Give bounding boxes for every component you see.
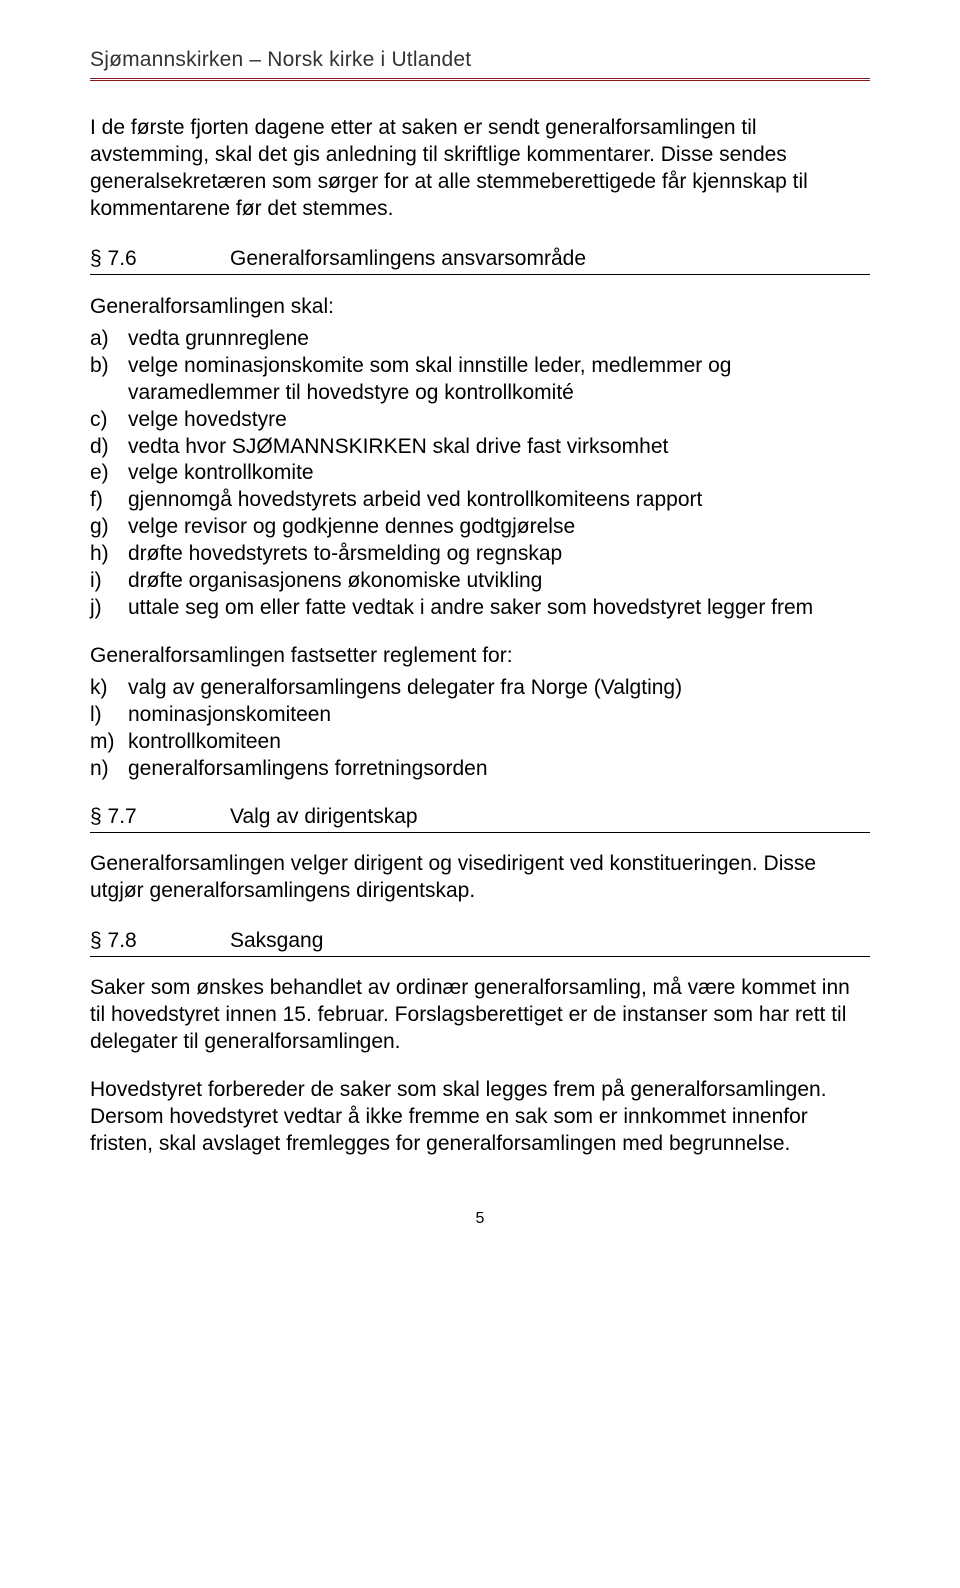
list-marker: k) [90, 675, 128, 702]
section-7-8-paragraph-1: Saker som ønskes behandlet av ordinær ge… [90, 975, 870, 1056]
list-marker: c) [90, 407, 128, 434]
section-7-6-heading: § 7.6 Generalforsamlingens ansvarsområde [90, 245, 870, 275]
list-text: velge nominasjonskomite som skal innstil… [128, 353, 870, 407]
section-7-6-lead-2: Generalforsamlingen fastsetter reglement… [90, 642, 870, 669]
section-7-7-paragraph: Generalforsamlingen velger dirigent og v… [90, 851, 870, 905]
header-title: Sjømannskirken – Norsk kirke i Utlandet [90, 48, 471, 71]
list-item: b)velge nominasjonskomite som skal innst… [90, 353, 870, 407]
list-marker: e) [90, 460, 128, 487]
section-number: § 7.8 [90, 927, 230, 954]
list-item: n)generalforsamlingens forretningsorden [90, 756, 870, 783]
list-text: valg av generalforsamlingens delegater f… [128, 675, 870, 702]
list-marker: f) [90, 487, 128, 514]
list-text: gjennomgå hovedstyrets arbeid ved kontro… [128, 487, 870, 514]
list-marker: j) [90, 595, 128, 622]
list-item: i)drøfte organisasjonens økonomiske utvi… [90, 568, 870, 595]
list-item: k)valg av generalforsamlingens delegater… [90, 675, 870, 702]
list-text: vedta hvor SJØMANNSKIRKEN skal drive fas… [128, 434, 870, 461]
list-item: l)nominasjonskomiteen [90, 702, 870, 729]
list-text: velge hovedstyre [128, 407, 870, 434]
list-item: g)velge revisor og godkjenne dennes godt… [90, 514, 870, 541]
list-item: m)kontrollkomiteen [90, 729, 870, 756]
section-7-6-lead: Generalforsamlingen skal: [90, 293, 870, 320]
list-item: d)vedta hvor SJØMANNSKIRKEN skal drive f… [90, 434, 870, 461]
list-marker: i) [90, 568, 128, 595]
list-marker: l) [90, 702, 128, 729]
page-number: 5 [90, 1210, 870, 1228]
list-marker: m) [90, 729, 128, 756]
section-7-7-heading: § 7.7 Valg av dirigentskap [90, 803, 870, 833]
list-item: j)uttale seg om eller fatte vedtak i and… [90, 595, 870, 622]
list-item: e)velge kontrollkomite [90, 460, 870, 487]
section-7-6-list-a: a)vedta grunnreglene b)velge nominasjons… [90, 326, 870, 622]
section-title: Saksgang [230, 927, 870, 954]
list-item: c)velge hovedstyre [90, 407, 870, 434]
section-7-6-list-b: k)valg av generalforsamlingens delegater… [90, 675, 870, 783]
list-item: a)vedta grunnreglene [90, 326, 870, 353]
list-text: uttale seg om eller fatte vedtak i andre… [128, 595, 870, 622]
intro-paragraph: I de første fjorten dagene etter at sake… [90, 115, 870, 223]
page-header: Sjømannskirken – Norsk kirke i Utlandet [90, 48, 870, 81]
section-number: § 7.7 [90, 803, 230, 830]
list-text: drøfte hovedstyrets to-årsmelding og reg… [128, 541, 870, 568]
section-number: § 7.6 [90, 245, 230, 272]
list-text: velge kontrollkomite [128, 460, 870, 487]
list-marker: g) [90, 514, 128, 541]
list-text: vedta grunnreglene [128, 326, 870, 353]
list-text: generalforsamlingens forretningsorden [128, 756, 870, 783]
section-7-8-heading: § 7.8 Saksgang [90, 927, 870, 957]
list-text: drøfte organisasjonens økonomiske utvikl… [128, 568, 870, 595]
list-marker: d) [90, 434, 128, 461]
list-marker: b) [90, 353, 128, 407]
list-marker: a) [90, 326, 128, 353]
list-item: f)gjennomgå hovedstyrets arbeid ved kont… [90, 487, 870, 514]
list-marker: h) [90, 541, 128, 568]
section-title: Valg av dirigentskap [230, 803, 870, 830]
section-7-8-paragraph-2: Hovedstyret forbereder de saker som skal… [90, 1077, 870, 1158]
list-text: velge revisor og godkjenne dennes godtgj… [128, 514, 870, 541]
list-item: h)drøfte hovedstyrets to-årsmelding og r… [90, 541, 870, 568]
list-marker: n) [90, 756, 128, 783]
list-text: kontrollkomiteen [128, 729, 870, 756]
list-text: nominasjonskomiteen [128, 702, 870, 729]
section-title: Generalforsamlingens ansvarsområde [230, 245, 870, 272]
